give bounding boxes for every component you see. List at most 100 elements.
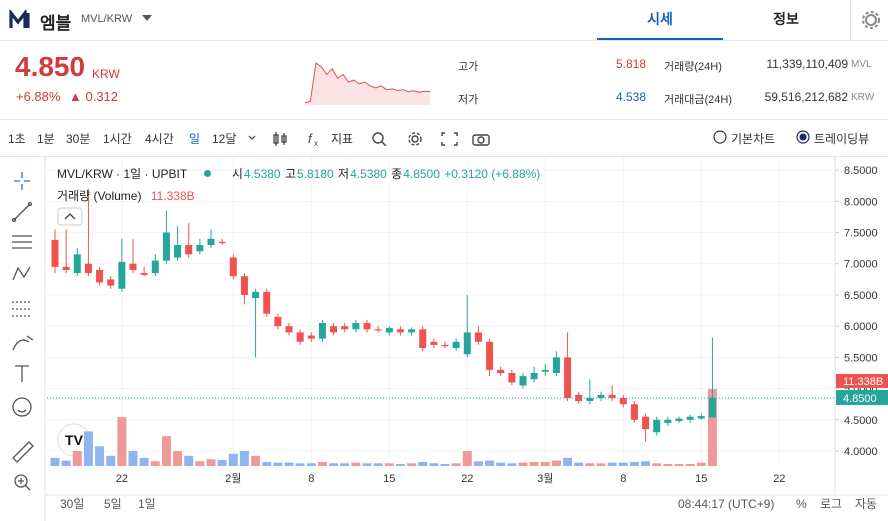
x-tick-label: 15 [695, 473, 707, 485]
volume-title: 거래량 (Volume) [57, 189, 142, 203]
candle-body [84, 263, 92, 274]
dropdown[interactable] [141, 14, 153, 22]
volume-bar [50, 457, 60, 466]
volume-bar [150, 461, 160, 466]
tab[interactable]: 정보 [773, 11, 799, 27]
range[interactable]: 5일 [104, 497, 122, 511]
volume-bar [362, 463, 372, 466]
high: 5.818 [615, 57, 646, 71]
candle-body [174, 245, 182, 258]
chart-mode[interactable]: 트레이딩뷰 [814, 132, 870, 146]
change-value: 0.312 [85, 89, 119, 104]
candle-body [218, 241, 226, 244]
unit: MVL [851, 59, 872, 70]
sparkline-line [304, 62, 431, 104]
candle-body [162, 232, 170, 261]
collapse[interactable] [57, 207, 83, 226]
chart-mode[interactable]: 기본차트 [731, 132, 776, 146]
y-tick-label: 7.5000 [844, 228, 878, 240]
candle-body [630, 404, 638, 420]
candle-body [497, 369, 505, 373]
candle-body [363, 323, 371, 330]
interval[interactable]: 12달 [212, 132, 237, 146]
candle-body [564, 357, 572, 398]
candle-body [129, 263, 137, 270]
x-tick-label: 8 [308, 473, 314, 485]
x-tick-label: 22 [116, 473, 128, 485]
range[interactable]: 30일 [60, 497, 84, 511]
y-tick-label: 8.0000 [844, 196, 878, 208]
volume-bar [685, 463, 695, 466]
indicator[interactable]: 지표 [331, 132, 354, 146]
change-rate: +6.88% [16, 89, 61, 104]
currency: KRW [92, 67, 120, 81]
percent[interactable]: % [796, 497, 807, 511]
price-tag-label: 4.8500 [843, 393, 877, 405]
volume-bar [507, 463, 517, 466]
drawing-tools[interactable] [11, 172, 34, 491]
interval[interactable]: 1시간 [103, 132, 132, 146]
candle-body [240, 276, 248, 295]
interval[interactable]: 30분 [66, 132, 91, 146]
tab[interactable]: 시세 [597, 0, 723, 40]
svg-text:x: x [314, 139, 318, 146]
candle-body [62, 266, 70, 270]
volume-bar [106, 455, 116, 466]
range[interactable]: 1일 [138, 497, 156, 511]
candle-body [474, 332, 482, 342]
clock: 08:44:17 (UTC+9) [678, 497, 774, 511]
volume-bar [696, 462, 706, 466]
candle-body [519, 376, 527, 386]
candle-body [396, 329, 404, 333]
auto[interactable]: 자동 [855, 497, 877, 511]
candle-body [252, 291, 260, 299]
log[interactable]: 로그 [820, 497, 842, 511]
legend-label: 시 [231, 167, 243, 181]
x-tick-label: 15 [383, 473, 395, 485]
x-tick-label: 22 [773, 473, 785, 485]
interval-active[interactable]: 일 [189, 132, 201, 146]
legend-value: 5.8180 [297, 167, 334, 181]
volume-bar [496, 462, 506, 466]
volume-bar [295, 463, 305, 466]
candle-body [207, 238, 215, 246]
candle-body [530, 372, 538, 380]
y-tick-label: 4.0000 [844, 446, 878, 458]
volume-bar [262, 461, 272, 466]
volume-bar [117, 417, 127, 466]
volume-bar [217, 459, 227, 466]
volume-bar [529, 461, 539, 466]
volume-bar [585, 463, 595, 466]
radio-checked[interactable] [796, 130, 810, 144]
volume-bar [540, 461, 550, 466]
volume-bar [551, 460, 561, 466]
label: 고가 [458, 61, 479, 73]
interval[interactable]: 1분 [37, 132, 55, 146]
candle-body [597, 394, 605, 398]
volume-bar [273, 462, 283, 466]
volume-bar [440, 463, 450, 466]
candle-body [430, 341, 438, 345]
label: 거래량(24H) [664, 61, 722, 73]
x-tick-label: 3월 [537, 472, 553, 485]
legend: MVL/KRW · 1일 · UPBIT 시4.5380 고5.8180 저4.… [57, 165, 541, 182]
volume-tag-label: 11.338B [843, 376, 883, 388]
volume-bar [329, 463, 339, 466]
candle-body [96, 269, 104, 283]
volume-bar [451, 463, 461, 466]
radio[interactable] [713, 130, 727, 144]
volume-bar [518, 462, 528, 466]
trade-value: 59,516,212,682 [764, 90, 848, 104]
candle-body [185, 245, 193, 255]
volume-bar [629, 461, 639, 466]
interval[interactable]: 4시간 [145, 132, 174, 146]
sparkline [304, 62, 431, 105]
header: 엠블 MVL/KRW 시세 정보 [0, 0, 888, 41]
y-tick-label: 7.0000 [844, 259, 878, 271]
settings[interactable] [850, 0, 888, 40]
candle-body [352, 323, 360, 330]
candle-body [653, 419, 661, 433]
candle-body [374, 329, 382, 331]
interval[interactable]: 1초 [8, 132, 26, 146]
